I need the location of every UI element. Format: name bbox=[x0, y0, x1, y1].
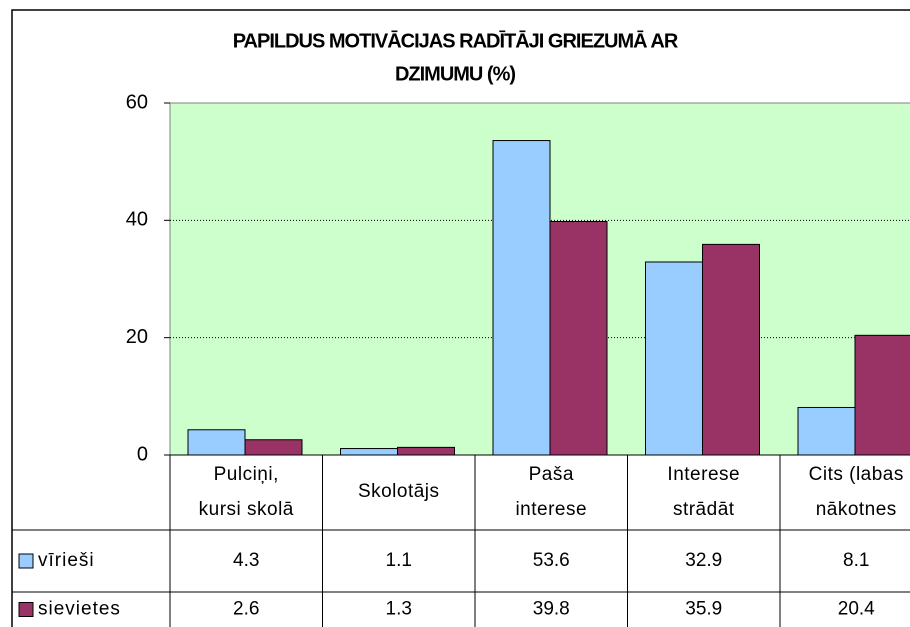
bar bbox=[549, 221, 608, 456]
bar bbox=[397, 446, 455, 456]
bar bbox=[702, 243, 760, 456]
x-tick-label: Pulciņi, bbox=[214, 464, 279, 485]
table-value: 39.8 bbox=[533, 599, 570, 620]
chart-title: DZIMUMU (%) bbox=[395, 63, 515, 85]
x-tick-label: Interese bbox=[667, 464, 740, 485]
x-tick-label: Paša bbox=[529, 464, 574, 485]
table-value: 1.1 bbox=[386, 550, 412, 571]
table-value: 53.6 bbox=[533, 550, 570, 571]
table-value: 32.9 bbox=[685, 550, 722, 571]
table-value: 20.4 bbox=[838, 599, 875, 620]
bar bbox=[244, 439, 303, 456]
legend-key bbox=[18, 602, 34, 617]
y-tick-label: 20 bbox=[126, 326, 148, 348]
chart-title: PAPILDUS MOTIVĀCIJAS RADĪTĀJI GRIEZUMĀ A… bbox=[233, 30, 679, 52]
y-tick-label: 0 bbox=[137, 443, 148, 465]
bar bbox=[854, 334, 910, 456]
x-tick-label: Skolotājs bbox=[358, 481, 440, 502]
legend-key bbox=[18, 553, 34, 569]
table-value: 2.6 bbox=[233, 599, 259, 620]
x-tick-label: Cits (labas bbox=[809, 464, 904, 485]
bar bbox=[645, 261, 703, 456]
y-tick-label: 60 bbox=[126, 91, 148, 113]
legend-label: sievietes bbox=[38, 599, 121, 620]
x-tick-label: strādāt bbox=[673, 499, 735, 520]
table-value: 1.3 bbox=[386, 599, 412, 620]
y-tick-label: 40 bbox=[126, 209, 148, 231]
bar bbox=[187, 429, 246, 456]
legend-label: vīrieši bbox=[38, 550, 95, 571]
table-value: 35.9 bbox=[685, 599, 722, 620]
table-value: 8.1 bbox=[843, 550, 869, 571]
bar bbox=[797, 406, 856, 456]
table-value: 4.3 bbox=[233, 550, 259, 571]
bar bbox=[340, 448, 398, 456]
bar bbox=[492, 140, 551, 456]
x-tick-label: interese bbox=[515, 499, 587, 520]
x-tick-label: nākotnes bbox=[816, 499, 897, 520]
x-tick-label: kursi skolā bbox=[199, 499, 294, 520]
